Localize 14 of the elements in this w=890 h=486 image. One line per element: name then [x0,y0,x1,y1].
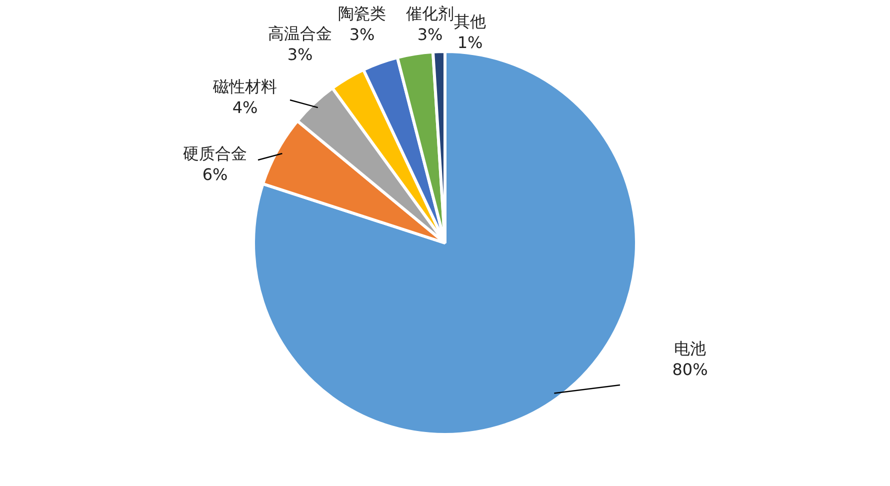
slice-label: 硬质合金 [183,144,247,164]
data-label: 80% [672,360,708,380]
slice-label: 其他 [454,12,486,32]
data-label: 6% [202,165,228,184]
slice-label: 催化剂 [406,4,454,24]
data-label: 3% [349,25,375,44]
slice-label: 磁性材料 [212,77,277,96]
data-label: 4% [232,98,258,118]
data-label: 1% [457,33,483,52]
slice-label: 高温合金 [268,24,332,44]
slice-label: 电池 [674,339,706,358]
data-label: 3% [417,25,443,44]
slice-label: 陶瓷类 [338,4,386,24]
data-label: 3% [287,45,313,64]
